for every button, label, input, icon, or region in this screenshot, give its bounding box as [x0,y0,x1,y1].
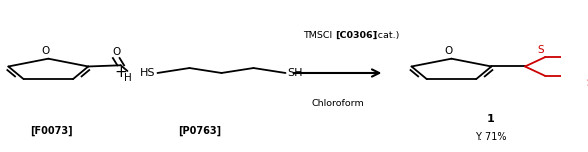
Text: +: + [115,66,128,81]
Text: O: O [41,46,49,56]
Text: S: S [586,78,588,88]
Text: [F0073]: [F0073] [30,126,72,136]
Text: HS: HS [141,68,156,78]
Text: H: H [123,73,131,83]
Text: [P0763]: [P0763] [178,126,221,136]
Text: S: S [537,45,544,55]
Text: Y. 71%: Y. 71% [475,132,506,142]
Text: (cat.): (cat.) [371,31,399,40]
Text: SH: SH [287,68,303,78]
Text: TMSCl: TMSCl [303,31,335,40]
Text: [C0306]: [C0306] [335,31,377,40]
Text: O: O [445,46,453,56]
Text: 1: 1 [487,114,495,124]
Text: Chloroform: Chloroform [311,99,364,108]
Text: O: O [112,47,121,57]
